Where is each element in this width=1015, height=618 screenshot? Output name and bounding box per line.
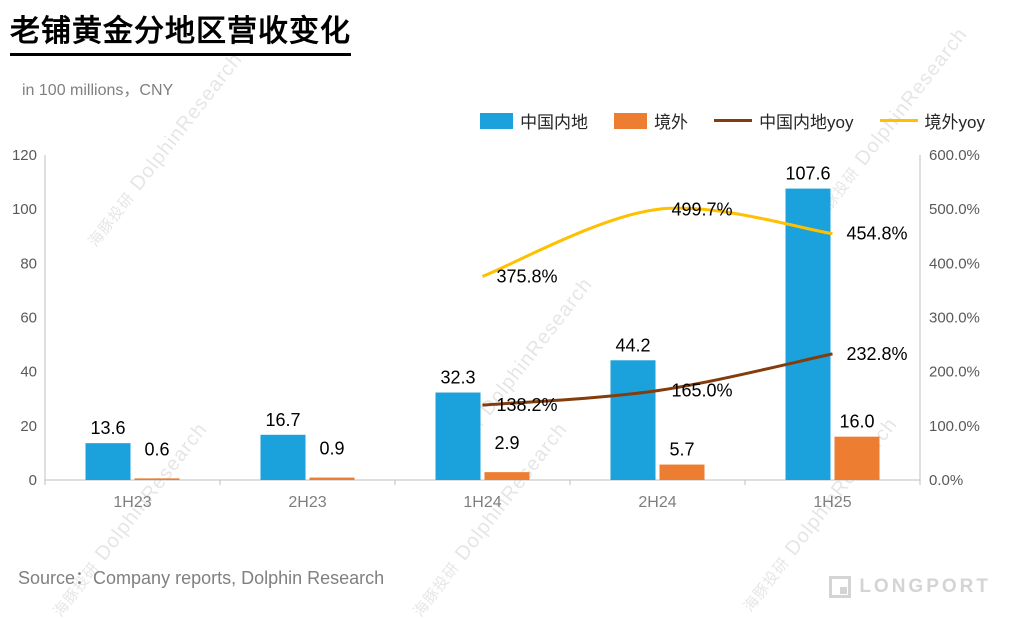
legend-label-overseas: 境外: [654, 113, 689, 132]
bar: [785, 188, 831, 481]
bar-value-label: 32.3: [440, 368, 475, 388]
source-note: Source：Company reports, Dolphin Research: [18, 568, 385, 588]
bar: [484, 472, 530, 480]
left-axis-tick-label: 80: [20, 255, 37, 272]
line-path: [482, 352, 833, 407]
category-label: 2H23: [288, 494, 326, 511]
longport-brand: LONGPORT: [829, 576, 991, 598]
legend-label-mainland: 中国内地: [520, 113, 589, 132]
bar: [435, 392, 481, 480]
bar: [834, 436, 880, 480]
line-value-label: 375.8%: [497, 266, 558, 286]
line-value-label: 165.0%: [672, 381, 733, 401]
legend-swatch-mainland: [480, 112, 514, 129]
bar-value-label: 13.6: [90, 418, 125, 438]
left-axis-tick-label: 100: [12, 201, 37, 218]
bar: [309, 477, 355, 480]
right-axis-tick-label: 200.0%: [929, 364, 980, 381]
legend-swatch-mainland-yoy: [714, 119, 753, 122]
bar-value-label: 0.9: [319, 439, 344, 459]
left-axis-tick-label: 20: [20, 418, 37, 435]
longport-logo-icon: [829, 576, 852, 598]
bar: [134, 478, 180, 480]
legend-item-overseas: 境外: [614, 108, 688, 133]
category-label: 2H24: [638, 494, 676, 511]
bar: [610, 360, 656, 480]
right-axis-tick-label: 600.0%: [929, 147, 980, 164]
right-axis-tick-label: 0.0%: [929, 472, 963, 489]
bar-value-label: 44.2: [615, 335, 650, 355]
line-value-label: 454.8%: [847, 224, 908, 244]
legend: 中国内地 境外 中国内地yoy 境外yoy: [480, 108, 985, 133]
chart-unit-label: in 100 millions，CNY: [22, 82, 174, 99]
right-axis-tick-label: 400.0%: [929, 255, 980, 272]
bar: [260, 434, 306, 480]
bar-value-label: 107.6: [785, 164, 830, 184]
line-value-label: 232.8%: [847, 344, 908, 364]
left-axis-tick-label: 60: [20, 310, 37, 327]
legend-swatch-overseas: [614, 112, 648, 129]
bar-value-label: 16.7: [265, 410, 300, 430]
left-axis-tick-label: 0: [29, 472, 37, 489]
bar-value-label: 5.7: [669, 440, 694, 460]
right-axis-tick-label: 500.0%: [929, 201, 980, 218]
legend-label-mainland-yoy: 中国内地yoy: [759, 113, 854, 132]
category-label: 1H23: [113, 494, 151, 511]
legend-item-overseas-yoy: 境外yoy: [879, 108, 985, 133]
page-title: 老铺黄金分地区营收变化: [10, 6, 351, 56]
right-axis-tick-label: 100.0%: [929, 418, 980, 435]
category-label: 1H25: [813, 494, 851, 511]
legend-swatch-overseas-yoy: [879, 119, 918, 122]
right-axis-tick-label: 300.0%: [929, 310, 980, 327]
left-axis-tick-label: 120: [12, 147, 37, 164]
bar-value-label: 2.9: [494, 433, 519, 453]
bar: [85, 443, 131, 480]
legend-item-mainland-yoy: 中国内地yoy: [714, 108, 854, 133]
bar-value-label: 0.6: [144, 439, 169, 459]
line-value-label: 499.7%: [672, 199, 733, 219]
category-label: 1H24: [463, 494, 501, 511]
legend-label-overseas-yoy: 境外yoy: [924, 113, 985, 132]
left-axis-tick-label: 40: [20, 364, 37, 381]
line-path: [481, 206, 833, 278]
legend-item-mainland: 中国内地: [480, 108, 588, 133]
line-value-label: 138.2%: [497, 395, 558, 415]
bar-value-label: 16.0: [839, 412, 874, 432]
bar: [659, 464, 705, 480]
longport-logo-text: LONGPORT: [859, 576, 991, 597]
